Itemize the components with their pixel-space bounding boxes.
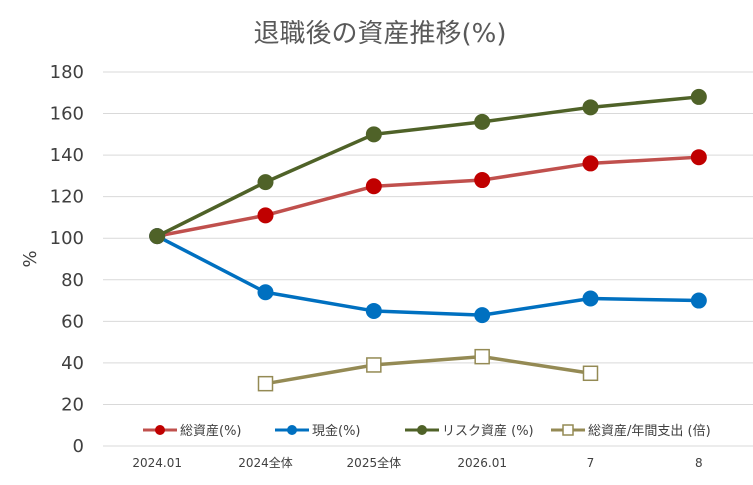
x-tick-label: 2024全体 [238,455,293,470]
legend-label: 総資産(%) [180,423,242,439]
x-tick-labels: 2024.01 2024全体 2025全体 2026.01 7 8 [132,455,702,470]
x-tick-label: 7 [587,456,595,470]
data-point [474,113,491,130]
y-tick-label: 40 [61,353,84,374]
data-point [474,307,491,324]
data-point [257,174,274,191]
y-tick-labels: 0 20 40 60 80 100 120 140 160 180 [50,62,84,457]
x-tick-label: 2026.01 [457,456,507,470]
y-axis-label: % [20,250,41,267]
chart-title: 退職後の資産推移(%) [254,19,507,49]
y-tick-label: 160 [50,104,84,125]
y-tick-label: 20 [61,394,84,415]
data-point [365,302,382,319]
series-line [265,354,591,386]
data-point [257,207,274,224]
legend-item: 現金(%) [275,423,361,439]
series-line [156,95,700,238]
y-tick-label: 140 [50,145,84,166]
series-group [149,88,707,392]
data-point [690,149,707,166]
y-tick-label: 80 [61,270,84,291]
legend-label: 現金(%) [312,423,361,439]
data-point [582,290,599,307]
series-3 [149,88,707,245]
y-tick-label: 0 [73,436,84,457]
series-line [156,234,699,317]
legend-marker [417,425,427,435]
data-point [366,357,382,373]
legend-marker [155,425,165,435]
data-point [474,172,491,189]
data-point [690,292,707,309]
x-tick-label: 8 [695,456,703,470]
y-tick-label: 100 [50,228,84,249]
data-point [149,228,166,245]
y-tick-label: 120 [50,187,84,208]
legend: 総資産(%) 現金(%) リスク資産 (%) 総資産/年間支出 (倍) [143,423,711,439]
legend-marker [562,424,574,436]
gridlines [103,71,753,447]
x-tick-label: 2024.01 [132,456,182,470]
data-point [690,88,707,105]
y-tick-label: 180 [50,62,84,83]
legend-item: リスク資産 (%) [405,423,534,439]
series-2 [149,228,707,324]
legend-item: 総資産/年間支出 (倍) [551,423,711,439]
y-tick-label: 60 [61,311,84,332]
data-point [582,155,599,172]
x-tick-label: 2025全体 [347,455,402,470]
data-point [365,178,382,195]
data-point [257,375,274,392]
data-point [582,99,599,116]
data-point [474,348,490,365]
data-point [257,284,274,301]
legend-marker [287,425,297,435]
series-line [156,155,699,238]
legend-label: 総資産/年間支出 (倍) [588,423,711,439]
series-4 [257,348,599,392]
data-point [365,126,382,143]
legend-item: 総資産(%) [143,423,242,439]
legend-label: リスク資産 (%) [442,423,534,439]
data-point [582,365,599,382]
